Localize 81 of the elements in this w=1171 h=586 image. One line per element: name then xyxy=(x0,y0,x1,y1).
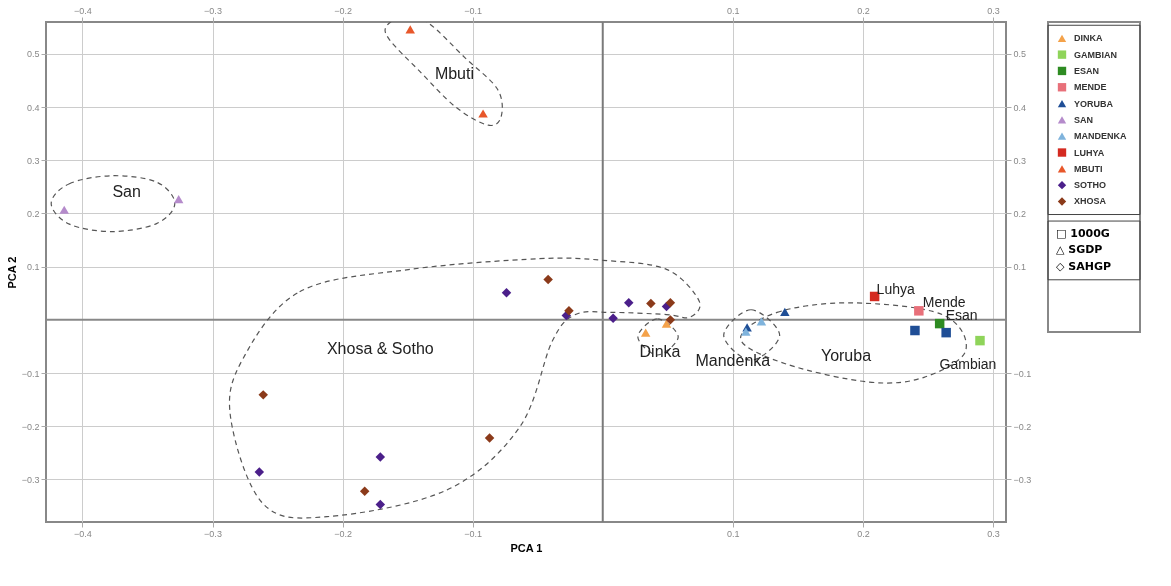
y2-tick-label: 0.5 xyxy=(1013,49,1027,60)
point xyxy=(405,25,415,34)
point xyxy=(59,205,69,214)
y-tick-label: 0.1 xyxy=(26,262,40,273)
annotation: Luhya xyxy=(876,281,915,298)
point xyxy=(640,328,651,337)
x-tick-label: −0.2 xyxy=(334,528,352,539)
point xyxy=(254,467,265,477)
annotation: Mbuti xyxy=(434,64,475,82)
point xyxy=(941,327,951,338)
x-tick-label: 0.1 xyxy=(727,528,740,539)
x2-tick-label: −0.1 xyxy=(464,5,483,16)
annotation: San xyxy=(112,182,141,200)
legend-label: LUHYA xyxy=(1074,147,1105,158)
y2-tick-label: 0.3 xyxy=(1013,155,1027,166)
x2-tick-label: 0.1 xyxy=(727,5,740,16)
point xyxy=(375,499,386,510)
point xyxy=(608,313,618,324)
x2-tick-label: −0.3 xyxy=(204,5,222,16)
point xyxy=(741,327,751,336)
point xyxy=(375,452,386,462)
y-tick-label: −0.3 xyxy=(21,474,40,485)
point xyxy=(359,486,370,496)
point xyxy=(780,307,790,316)
legend-label: MBUTI xyxy=(1074,163,1103,174)
legend-label: GAMBIAN xyxy=(1074,49,1117,60)
legend-label: DINKA xyxy=(1074,33,1103,44)
y2-tick-label: −0.2 xyxy=(1013,421,1032,432)
y2-tick-label: 0.4 xyxy=(1013,102,1027,113)
point xyxy=(624,298,634,308)
y-tick-label: 0.5 xyxy=(26,49,40,60)
point xyxy=(975,335,985,346)
legend-label: MANDENKA xyxy=(1074,131,1127,142)
legend-label: SOTHO xyxy=(1074,180,1107,191)
y2-tick-label: 0.1 xyxy=(1013,262,1027,273)
x-tick-label: 0.2 xyxy=(857,528,870,539)
legend-label: YORUBA xyxy=(1074,98,1114,109)
text: △ SGDP xyxy=(1056,243,1103,257)
y-tick-label: −0.1 xyxy=(21,368,40,379)
annotation: Dinka xyxy=(639,343,681,361)
y-tick-label: 0.4 xyxy=(26,102,40,113)
text: ◇ SAHGP xyxy=(1056,259,1112,273)
x-tick-label: −0.3 xyxy=(204,528,222,539)
y-axis-title: PCA 2 xyxy=(5,256,18,289)
annotation: Xhosa & Sotho xyxy=(326,339,434,357)
annotation: Yoruba xyxy=(820,347,872,365)
x-tick-label: −0.4 xyxy=(74,528,92,539)
y2-tick-label: −0.3 xyxy=(1013,474,1032,485)
point xyxy=(501,288,512,298)
y-tick-label: 0.3 xyxy=(26,155,40,166)
x2-tick-label: −0.2 xyxy=(334,5,352,16)
y2-tick-label: 0.2 xyxy=(1013,208,1027,219)
x-axis-title: PCA 1 xyxy=(510,541,543,554)
point xyxy=(665,298,676,308)
point xyxy=(661,319,672,328)
legend-label: XHOSA xyxy=(1074,196,1107,207)
x2-tick-label: 0.3 xyxy=(987,5,1000,16)
point xyxy=(258,390,268,400)
x-tick-label: −0.1 xyxy=(464,528,483,539)
y-tick-label: 0.2 xyxy=(26,208,40,219)
point xyxy=(543,274,553,285)
x-tick-label: 0.3 xyxy=(987,528,1000,539)
text: □ 1000G xyxy=(1056,227,1110,241)
legend-label: MENDE xyxy=(1074,82,1107,93)
point xyxy=(484,433,495,443)
y2-tick-label: −0.1 xyxy=(1013,368,1032,379)
point xyxy=(934,318,945,329)
point xyxy=(646,298,656,309)
y-tick-label: −0.2 xyxy=(21,421,40,432)
point xyxy=(665,315,676,325)
legend-label: ESAN xyxy=(1074,65,1100,76)
point xyxy=(173,195,184,204)
x2-tick-label: 0.2 xyxy=(857,5,870,16)
annotation: Gambian xyxy=(939,355,997,372)
annotation: Mandenka xyxy=(695,352,771,370)
point xyxy=(914,306,924,316)
point xyxy=(756,317,767,326)
point xyxy=(910,325,920,336)
point xyxy=(478,109,488,118)
x2-tick-label: −0.4 xyxy=(74,5,92,16)
legend-label: SAN xyxy=(1074,114,1094,125)
